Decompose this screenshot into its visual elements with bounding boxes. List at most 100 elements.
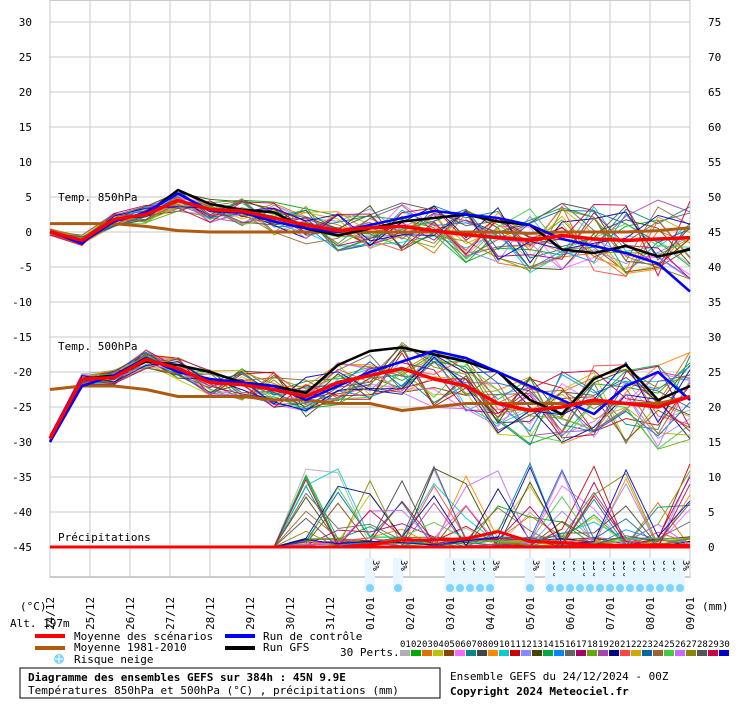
pert-line-850 xyxy=(49,198,691,260)
snowflake-icon xyxy=(626,584,634,592)
pert-swatch xyxy=(532,650,542,656)
pert-number: 04 xyxy=(433,640,444,650)
snowflake-icon xyxy=(616,584,624,592)
pert-swatch xyxy=(466,650,476,656)
pert-swatch xyxy=(598,650,608,656)
right-unit: (mm) xyxy=(702,600,729,613)
legend-perts-label: 30 Perts. xyxy=(340,646,400,659)
snow-bar xyxy=(635,558,645,592)
pert-swatch xyxy=(488,650,498,656)
pert-number: 28 xyxy=(697,640,708,650)
right-tick-label: 10 xyxy=(708,471,721,484)
pert-swatch xyxy=(521,650,531,656)
left-tick-label: 10 xyxy=(19,156,32,169)
snow-bar xyxy=(665,558,675,592)
snowflake-icon xyxy=(526,584,534,592)
left-tick-label: -40 xyxy=(12,506,32,519)
date-label: 31/12 xyxy=(324,597,337,630)
left-unit: (°C) xyxy=(20,600,47,613)
pert-swatch xyxy=(422,650,432,656)
mean-500-line xyxy=(48,357,691,440)
snow-bar xyxy=(485,558,495,592)
snow-pct: 3% xyxy=(370,560,380,571)
snowflake-icon xyxy=(486,584,494,592)
pert-swatch xyxy=(411,650,421,656)
pert-swatch xyxy=(675,650,685,656)
legend-mean-swatch xyxy=(35,634,65,638)
snowflake-icon xyxy=(54,654,64,664)
date-label: 04/01 xyxy=(484,597,497,630)
altitude-label: Alt. 197m xyxy=(10,617,70,630)
pert-line-500 xyxy=(49,362,691,448)
snow-bar xyxy=(365,558,375,592)
pert-number: 30 xyxy=(719,640,730,650)
pert-number: 14 xyxy=(543,640,554,650)
snow-bar xyxy=(575,558,585,592)
pert-swatch xyxy=(620,650,630,656)
right-tick-label: 20 xyxy=(708,401,721,414)
pert-number: 09 xyxy=(488,640,499,650)
footer-title: Diagramme des ensembles GEFS sur 384h : … xyxy=(28,671,346,684)
snowflake-icon xyxy=(556,584,564,592)
snowflake-icon xyxy=(636,584,644,592)
legend-clim: Moyenne 1981-2010 xyxy=(74,641,187,654)
right-tick-label: 25 xyxy=(708,366,721,379)
date-label: 26/12 xyxy=(124,597,137,630)
pert-swatch xyxy=(697,650,707,656)
date-label: 06/01 xyxy=(564,597,577,630)
pert-number: 18 xyxy=(587,640,598,650)
right-tick-label: 0 xyxy=(708,541,715,554)
pert-swatch xyxy=(587,650,597,656)
left-tick-label: -25 xyxy=(12,401,32,414)
snow-pct: 3% xyxy=(398,560,408,571)
pert-line-850 xyxy=(49,206,691,275)
pert-number: 08 xyxy=(477,640,488,650)
legend-control-swatch xyxy=(225,634,255,638)
label-t850: Temp. 850hPa xyxy=(58,191,137,204)
snowflake-icon xyxy=(656,584,664,592)
perturbation-legend: 01 02 03 04 05 06 07 08 09 10 11 12 13 14 15 16 17 18 19 20… xyxy=(400,640,730,656)
pert-line-850 xyxy=(49,202,691,280)
left-tick-label: -5 xyxy=(19,261,32,274)
snowflake-icon xyxy=(576,584,584,592)
pert-swatch xyxy=(609,650,619,656)
snowflake-icon xyxy=(456,584,464,592)
pert-number: 12 xyxy=(521,640,532,650)
pert-number: 17 xyxy=(576,640,587,650)
date-label: 03/01 xyxy=(444,597,457,630)
legend-gfs: Run GFS xyxy=(263,641,309,654)
pert-swatch xyxy=(510,650,520,656)
left-tick-label: -10 xyxy=(12,296,32,309)
snow-bar xyxy=(595,558,605,592)
snow-bar xyxy=(625,558,635,592)
mean-precip-line xyxy=(50,530,691,549)
pert-line-500 xyxy=(49,358,691,441)
main-series xyxy=(48,188,691,549)
pert-number: 27 xyxy=(686,640,697,650)
snowflake-icon xyxy=(646,584,654,592)
snowflake-icon xyxy=(366,584,374,592)
right-tick-label: 55 xyxy=(708,156,721,169)
snow-bar xyxy=(585,558,595,592)
snow-bar xyxy=(475,558,485,592)
right-tick-label: 30 xyxy=(708,331,721,344)
snow-risk-markers: 3%3%3%3%3%3%3%3%10%6%6%13%13%6%13%10%6%3… xyxy=(365,558,690,592)
label-precip: Précipitations xyxy=(58,531,151,544)
clim-850-line xyxy=(50,222,691,235)
pert-number: 01 xyxy=(400,640,411,650)
date-label: 05/01 xyxy=(524,597,537,630)
snow-pct: 3% xyxy=(530,560,540,571)
date-label: 07/01 xyxy=(604,597,617,630)
pert-number: 22 xyxy=(631,640,642,650)
left-tick-label: -20 xyxy=(12,366,32,379)
pert-swatch xyxy=(653,650,663,656)
snow-bar xyxy=(645,558,655,592)
pert-number: 06 xyxy=(455,640,466,650)
pert-number: 11 xyxy=(510,640,521,650)
snow-bar xyxy=(605,558,615,592)
left-tick-label: 20 xyxy=(19,86,32,99)
pert-number: 05 xyxy=(444,640,455,650)
left-tick-label: 5 xyxy=(25,191,32,204)
